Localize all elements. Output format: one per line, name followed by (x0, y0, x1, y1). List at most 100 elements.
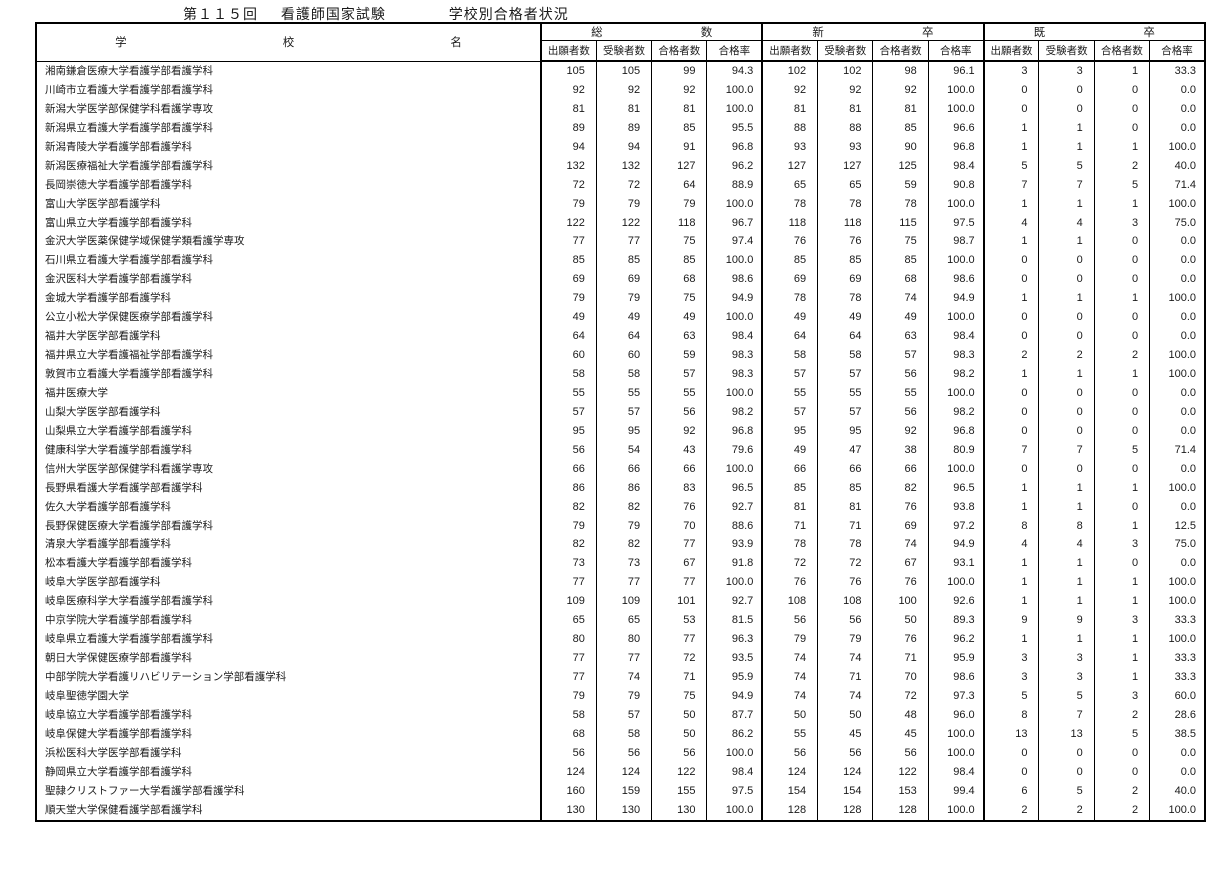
count-cell: 1 (982, 478, 1039, 498)
pass-rate-cell: 100.0 (927, 383, 984, 403)
school-name-cell: 順天堂大学保健看護学部看護学科 (36, 800, 542, 821)
pass-rate-cell: 92.7 (706, 592, 763, 612)
count-cell: 0 (1093, 80, 1150, 100)
table-row: 富山県立大学看護学部看護学科 122 122 118 96.7 118 118 115 97.5… (36, 213, 1205, 233)
count-cell: 5 (982, 156, 1039, 176)
school-name-cell: 岐阜県立看護大学看護学部看護学科 (36, 630, 542, 650)
pass-rate-cell: 96.8 (706, 137, 763, 157)
count-cell: 48 (872, 705, 929, 725)
count-cell: 49 (539, 308, 597, 328)
pass-rate-cell: 93.9 (706, 535, 763, 555)
count-cell: 56 (817, 611, 873, 631)
pass-rate-cell: 95.9 (927, 649, 984, 668)
count-cell: 85 (872, 251, 929, 271)
school-name-cell: 金沢医科大学看護学部看護学科 (36, 270, 542, 290)
school-header-char: 校 (282, 37, 295, 50)
count-cell: 92 (761, 80, 818, 100)
count-cell: 89 (595, 118, 652, 138)
count-cell: 57 (817, 365, 873, 384)
count-cell: 81 (872, 99, 929, 119)
table-row: 松本看護大学看護学部看護学科 73 73 67 91.8 72 72 67 93.1 1 1 0 0.0 (36, 554, 1205, 574)
count-cell: 85 (761, 478, 818, 498)
count-cell: 69 (595, 270, 652, 290)
count-cell: 124 (817, 762, 873, 782)
count-cell: 1 (1093, 592, 1150, 612)
count-cell: 79 (539, 289, 597, 309)
table-row: 山梨大学医学部看護学科 57 57 56 98.2 57 57 56 98.2 0 0 0 0.0 (36, 402, 1205, 422)
pass-rate-cell: 12.5 (1149, 516, 1205, 536)
pass-rate-cell: 100.0 (706, 251, 763, 271)
pass-rate-cell: 33.3 (1149, 611, 1205, 631)
school-name-cell: 富山県立大学看護学部看護学科 (36, 213, 542, 233)
count-cell: 1 (1038, 137, 1095, 157)
count-cell: 3 (982, 668, 1039, 687)
count-cell: 4 (1038, 535, 1095, 555)
table-row: 福井大学医学部看護学科 64 64 63 98.4 64 64 63 98.4 0 0 0 0.0 (36, 327, 1205, 347)
count-cell: 85 (817, 478, 873, 498)
count-cell: 49 (595, 308, 652, 328)
count-cell: 127 (817, 156, 873, 176)
count-cell: 75 (651, 686, 707, 706)
table-row: 岐阜医療科学大学看護学部看護学科 109 109 101 92.7 108 108 100 92… (36, 592, 1205, 612)
count-cell: 1 (982, 592, 1039, 612)
count-cell: 75 (651, 232, 707, 252)
count-cell: 2 (1038, 346, 1095, 365)
count-cell: 0 (1093, 402, 1150, 422)
count-cell: 67 (651, 554, 707, 574)
count-cell: 71 (761, 516, 818, 536)
count-cell: 91 (651, 137, 707, 157)
count-cell: 1 (1038, 630, 1095, 650)
count-cell: 66 (539, 459, 597, 479)
count-cell: 83 (651, 478, 707, 498)
pass-rate-cell: 100.0 (706, 573, 763, 593)
count-cell: 49 (872, 308, 929, 328)
count-cell: 5 (1093, 175, 1150, 195)
count-cell: 93 (817, 137, 873, 157)
count-cell: 2 (1038, 800, 1095, 821)
count-cell: 75 (651, 289, 707, 309)
count-cell: 8 (982, 705, 1039, 725)
count-cell: 58 (595, 365, 652, 384)
count-cell: 57 (761, 402, 818, 422)
school-name-cell: 富山大学医学部看護学科 (36, 194, 542, 214)
count-cell: 57 (539, 402, 597, 422)
pass-rate-cell: 75.0 (1149, 213, 1205, 233)
count-cell: 55 (761, 724, 818, 744)
count-cell: 0 (1038, 251, 1095, 271)
count-cell: 69 (761, 270, 818, 290)
count-cell: 0 (1038, 762, 1095, 782)
pass-rate-cell: 71.4 (1149, 175, 1205, 195)
school-name-cell: 公立小松大学保健医療学部看護学科 (36, 308, 542, 328)
pass-rate-table: 学校名総数新卒既卒出願者数 受験者数 合格者数 合格率 出願者数 受験者数 合格者数 合格率出… (35, 22, 1206, 822)
school-name-cell: 朝日大学保健医療学部看護学科 (36, 649, 542, 668)
school-name-cell: 湘南鎌倉医療大学看護学部看護学科 (36, 61, 542, 81)
count-cell: 7 (1038, 705, 1095, 725)
table-row: 岐阜聖徳学園大学 79 79 75 94.9 74 74 72 97.3 5 5 3 60.0 (36, 686, 1205, 706)
count-cell: 0 (1093, 99, 1150, 119)
count-cell: 92 (595, 80, 652, 100)
count-cell: 89 (539, 118, 597, 138)
count-cell: 1 (1093, 365, 1150, 384)
count-cell: 0 (1093, 118, 1150, 138)
table-row: 岐阜県立看護大学看護学部看護学科 80 80 77 96.3 79 79 76 96.2 1 1 1 1… (36, 630, 1205, 650)
count-cell: 55 (595, 383, 652, 403)
count-cell: 99 (651, 61, 707, 81)
pass-rate-cell: 89.3 (927, 611, 984, 631)
count-cell: 70 (872, 668, 929, 687)
count-cell: 49 (761, 308, 818, 328)
pass-rate-cell: 100.0 (927, 724, 984, 744)
pass-rate-cell: 95.5 (706, 118, 763, 138)
sub-header-new-grad-3: 合格率 (927, 40, 985, 62)
count-cell: 1 (982, 137, 1039, 157)
school-name-cell: 佐久大学看護学部看護学科 (36, 497, 542, 517)
count-cell: 74 (761, 686, 818, 706)
sub-header-total-3: 合格率 (706, 40, 763, 62)
count-cell: 3 (1093, 686, 1150, 706)
count-cell: 2 (1093, 705, 1150, 725)
pass-rate-cell: 87.7 (706, 705, 763, 725)
count-cell: 85 (651, 118, 707, 138)
count-cell: 63 (872, 327, 929, 347)
count-cell: 0 (1038, 743, 1095, 763)
pass-rate-cell: 100.0 (1149, 346, 1205, 365)
